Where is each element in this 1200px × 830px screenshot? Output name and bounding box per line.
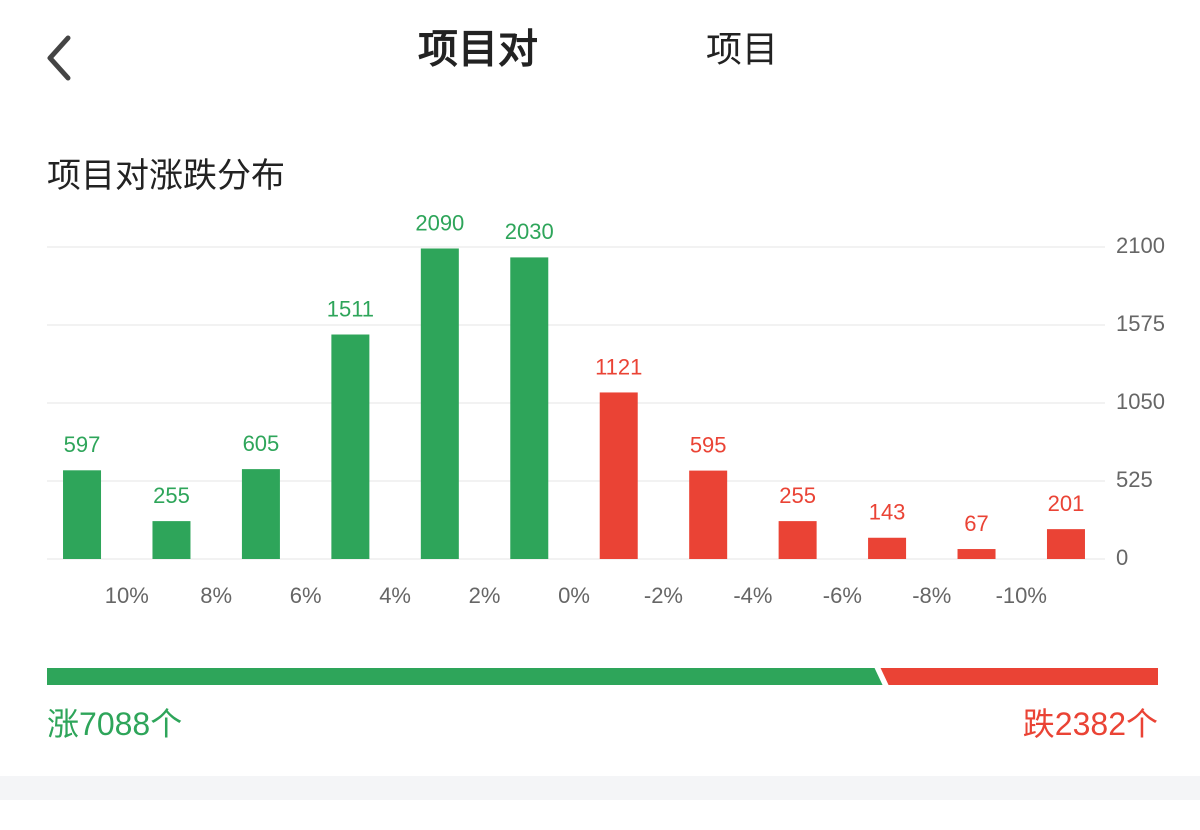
divider — [0, 776, 1200, 800]
x-tick-label: -2% — [644, 583, 683, 608]
x-tick-label: -4% — [733, 583, 772, 608]
fall-fall: 2382 — [1055, 706, 1126, 742]
bar — [1046, 529, 1085, 559]
bar — [689, 470, 728, 559]
x-tick-label: -10% — [996, 583, 1047, 608]
rise-rise_label: 涨 — [47, 706, 79, 742]
x-tick-label: -6% — [823, 583, 862, 608]
x-tick-label: 10% — [105, 583, 149, 608]
bar — [778, 521, 817, 559]
bar — [599, 392, 638, 559]
bar — [63, 470, 102, 559]
x-tick-label: 4% — [379, 583, 411, 608]
x-tick-label: 8% — [200, 583, 232, 608]
value-label: 143 — [869, 500, 906, 525]
fall-count: 跌2382个 — [1023, 706, 1158, 742]
bar — [241, 469, 280, 559]
value-label: 255 — [153, 483, 190, 508]
bar — [152, 521, 191, 559]
fall-fall_label: 跌 — [1023, 706, 1055, 742]
fall-unit: 个 — [1126, 706, 1158, 742]
x-tick-label: 2% — [469, 583, 501, 608]
rise-rise: 7088 — [79, 706, 150, 742]
value-label: 2030 — [505, 219, 554, 244]
value-label: 255 — [779, 483, 816, 508]
rise-unit: 个 — [150, 706, 182, 742]
tab[interactable]: 项目 — [706, 29, 778, 70]
y-tick-label: 2100 — [1116, 233, 1165, 258]
bar — [331, 334, 370, 559]
fall-bar — [880, 668, 1158, 685]
x-tick-label: 6% — [290, 583, 322, 608]
value-label: 201 — [1048, 491, 1085, 516]
chart: 0 525 1050 1575 2100 10% 8% 6% 4% 2% 0% -2% -4% -6% -8… — [47, 210, 1165, 608]
summary: 涨7088个 跌2382个 — [47, 668, 1158, 742]
x-tick-label: 0% — [558, 583, 590, 608]
bar — [957, 549, 996, 559]
bar — [868, 537, 907, 559]
rise-count: 涨7088个 — [47, 706, 182, 742]
value-label: 1121 — [595, 354, 642, 379]
value-label: 67 — [964, 511, 988, 536]
value-label: 1511 — [327, 296, 374, 321]
back-button[interactable] — [47, 35, 71, 81]
y-tick-label: 1050 — [1116, 389, 1165, 414]
value-label: 2090 — [415, 210, 464, 235]
tab-active[interactable]: 项目对 — [418, 28, 538, 72]
y-tick-label: 1575 — [1116, 311, 1165, 336]
section-title: 项目对涨跌分布 — [47, 157, 285, 195]
rise-bar — [47, 668, 883, 685]
y-tick-label: 525 — [1116, 467, 1153, 492]
x-tick-label: -8% — [912, 583, 951, 608]
y-tick-label: 0 — [1116, 545, 1128, 570]
bar — [420, 248, 459, 559]
bar — [510, 257, 549, 559]
value-label: 605 — [243, 431, 280, 456]
value-label: 595 — [690, 432, 727, 457]
value-label: 597 — [64, 432, 101, 457]
